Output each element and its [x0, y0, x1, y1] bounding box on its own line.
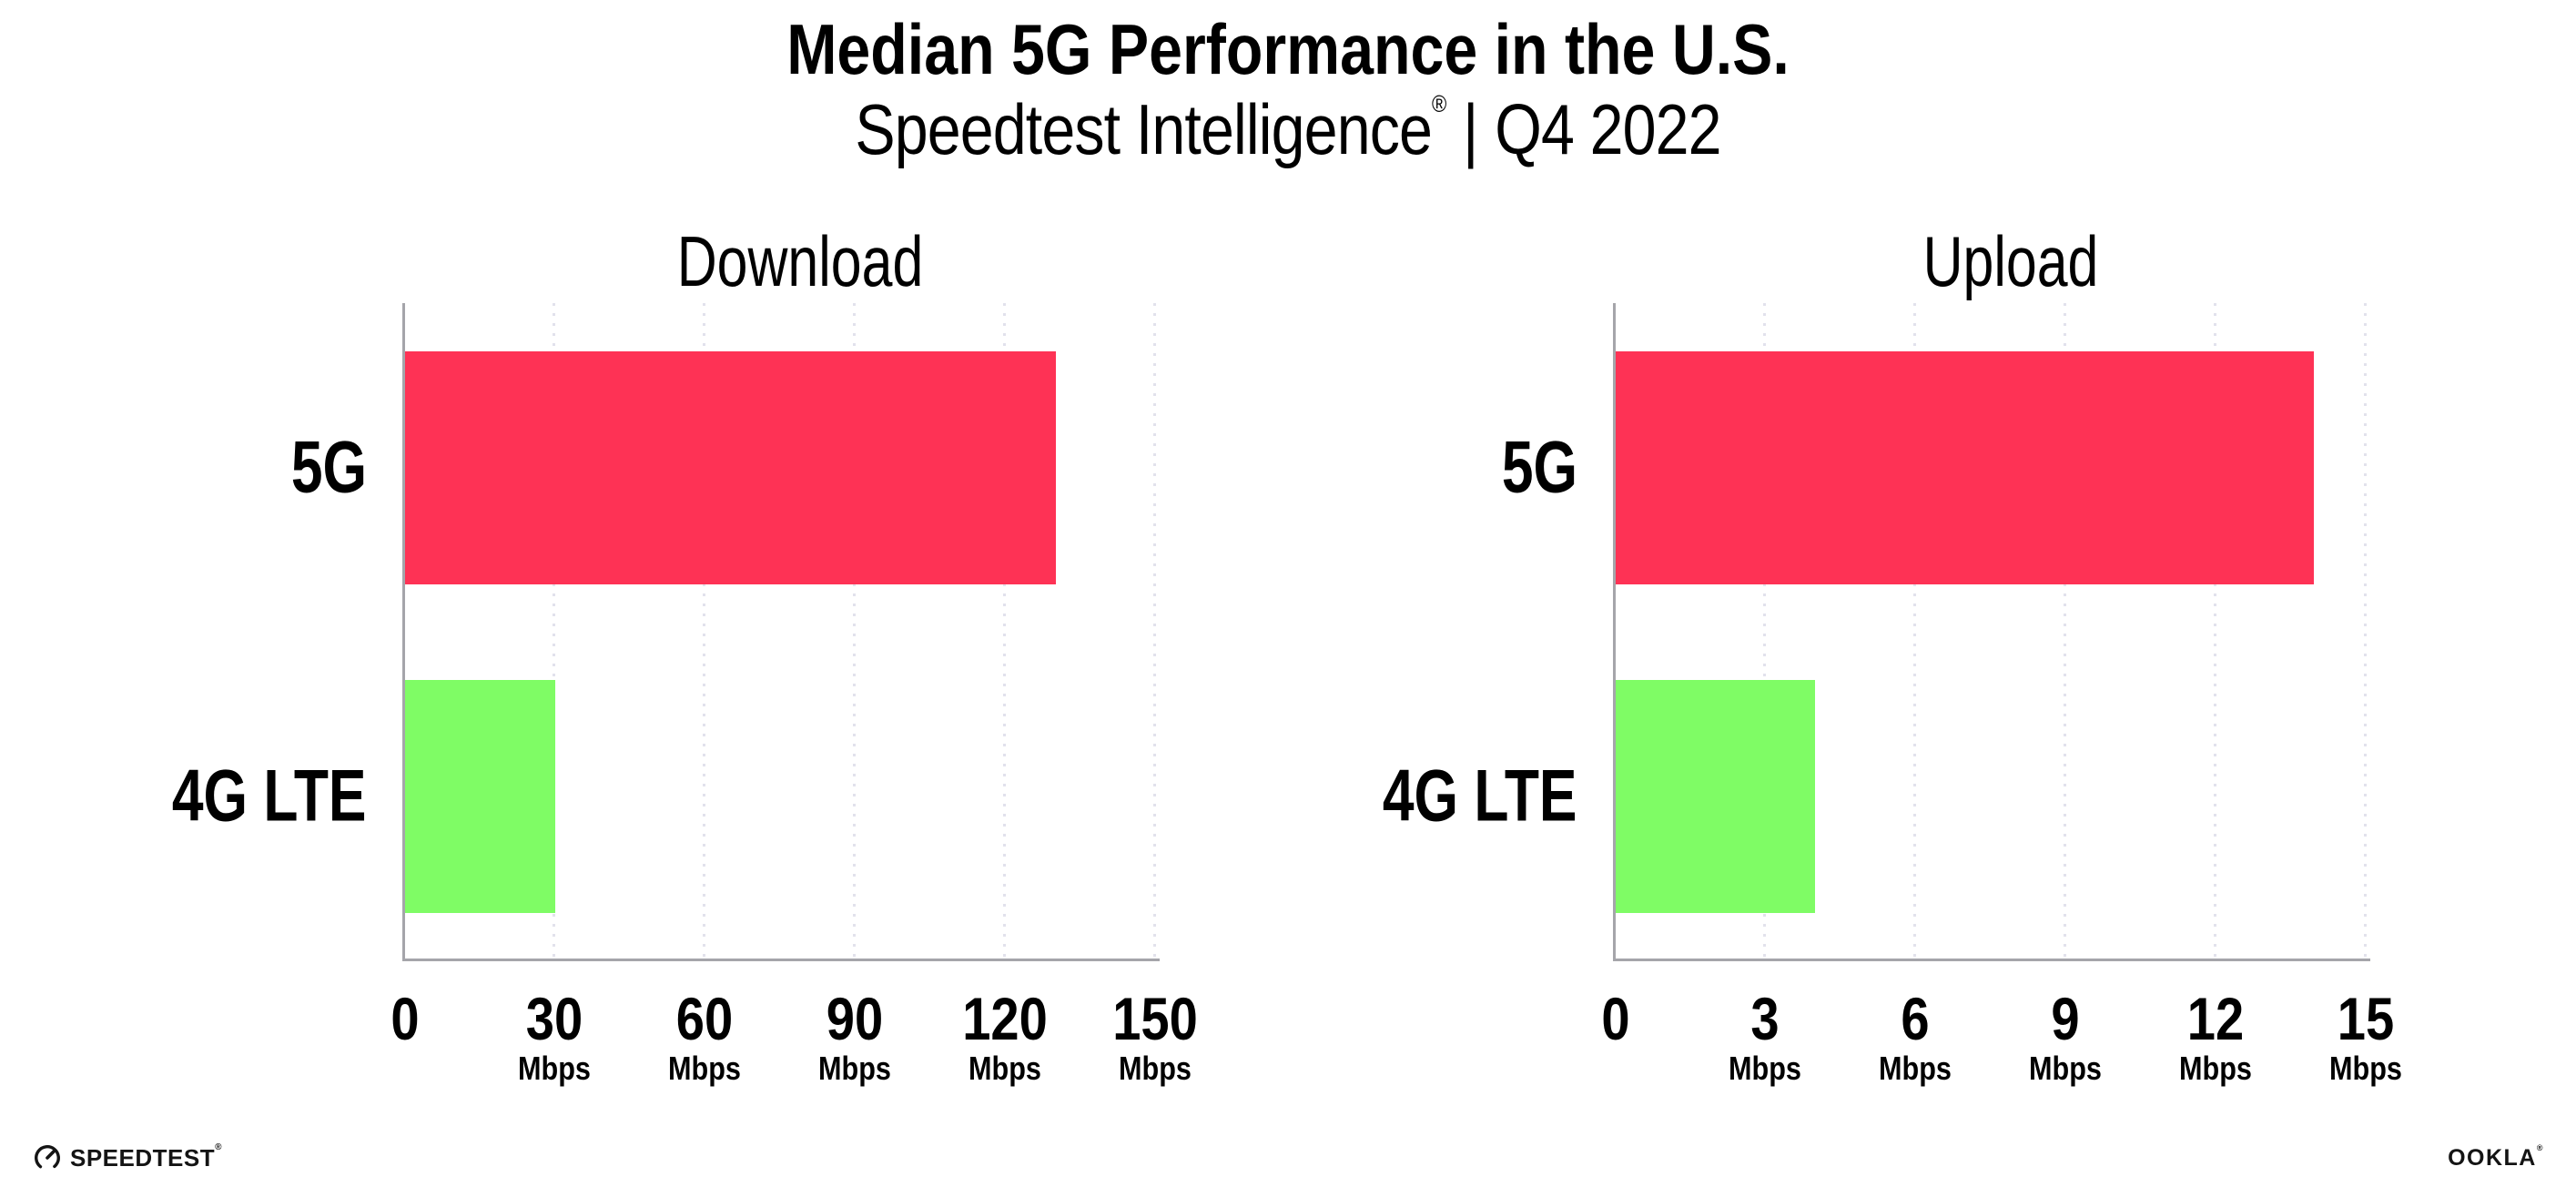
registered-mark: ®: [1432, 90, 1446, 117]
x-tick-label: 90 Mbps: [817, 985, 891, 1087]
registered-mark: ®: [2536, 1143, 2544, 1152]
gridline: [1763, 303, 1766, 959]
upload-chart-title: Upload: [1922, 221, 2098, 301]
gridline: [1153, 303, 1156, 959]
subtitle-period: Q4 2022: [1495, 89, 1721, 169]
upload-chart-panel: Upload 5G 4G LTE 0 3 Mbps 6 Mbps 9 Mbps …: [1383, 226, 2401, 1085]
x-tick-label: 60 Mbps: [667, 985, 741, 1087]
category-label-5g: 5G: [290, 426, 367, 509]
download-chart-panel: Download 5G 4G LTE 0 30 Mbps 60 Mbps 90 …: [172, 226, 1197, 1085]
bar-4g-lte-upload: [1616, 680, 1815, 913]
subtitle-brand: Speedtest Intelligence: [855, 89, 1433, 169]
gridline: [553, 303, 555, 959]
gridline: [1913, 303, 1916, 959]
x-tick-label: 0: [390, 985, 420, 1052]
gridline: [2214, 303, 2216, 959]
gridline: [703, 303, 705, 959]
gridline: [1003, 303, 1006, 959]
ookla-wordmark: OOKLA: [2448, 1145, 2537, 1171]
page-title: Median 5G Performance in the U.S.: [786, 9, 1790, 89]
subtitle-separator: |: [1463, 89, 1478, 169]
x-tick-label: 6 Mbps: [1878, 985, 1952, 1087]
registered-mark: ®: [215, 1142, 222, 1152]
y-axis-line: [1613, 303, 1616, 961]
x-tick-label: 150 Mbps: [1111, 985, 1198, 1087]
y-axis-line: [402, 303, 405, 961]
x-tick-label: 9 Mbps: [2028, 985, 2102, 1087]
category-label-5g: 5G: [1501, 426, 1577, 509]
ookla-logo: OOKLA®: [2448, 1144, 2544, 1171]
x-tick-label: 15 Mbps: [2328, 985, 2402, 1087]
category-label-4g-lte: 4G LTE: [172, 755, 367, 837]
gridline: [2064, 303, 2066, 959]
page-subtitle: Speedtest Intelligence® | Q4 2022: [855, 92, 1721, 165]
download-chart-title: Download: [676, 221, 923, 301]
x-tick-label: 12 Mbps: [2178, 985, 2252, 1087]
x-axis-line: [402, 959, 1160, 961]
x-tick-label: 120 Mbps: [961, 985, 1048, 1087]
gridline: [853, 303, 856, 959]
x-axis-line: [1613, 959, 2370, 961]
x-tick-label: 3 Mbps: [1728, 985, 1801, 1087]
x-tick-label: 30 Mbps: [517, 985, 591, 1087]
x-tick-label: 0: [1600, 985, 1630, 1052]
gridline: [2364, 303, 2367, 959]
speedtest-logo: SPEEDTEST®: [33, 1143, 222, 1172]
speedtest-wordmark: SPEEDTEST®: [70, 1142, 222, 1172]
bar-4g-lte-download: [405, 680, 555, 913]
bar-5g-upload: [1616, 351, 2314, 584]
bar-5g-download: [405, 351, 1056, 584]
category-label-4g-lte: 4G LTE: [1383, 755, 1577, 837]
speedtest-gauge-icon: [33, 1143, 62, 1172]
